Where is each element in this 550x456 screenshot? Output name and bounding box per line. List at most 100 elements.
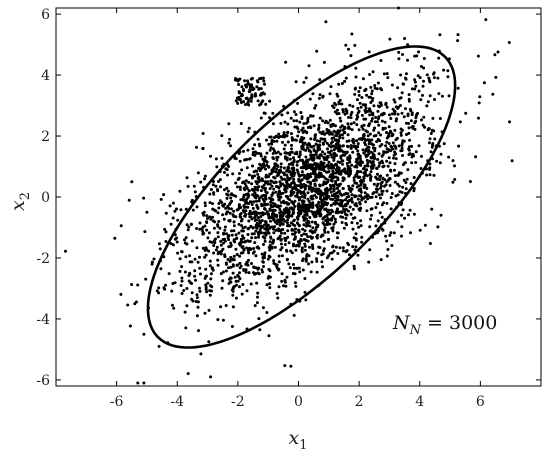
data-point [304, 257, 308, 261]
data-point [175, 207, 178, 211]
data-point [318, 183, 322, 187]
data-point [287, 241, 291, 245]
data-point [212, 226, 216, 230]
data-point [349, 146, 353, 150]
data-point [274, 151, 278, 155]
data-point [238, 215, 242, 219]
data-point [259, 154, 263, 158]
data-point [373, 126, 377, 130]
data-point [325, 213, 329, 217]
data-point [296, 190, 300, 194]
data-point [347, 187, 351, 191]
data-point [264, 231, 268, 235]
data-point [285, 258, 289, 262]
data-point [209, 375, 213, 379]
data-point [190, 223, 193, 226]
data-point [311, 226, 315, 230]
annotation-subscript: N [409, 323, 422, 338]
data-point [227, 266, 230, 270]
data-point [280, 279, 284, 283]
data-point [477, 101, 481, 105]
data-point [406, 112, 410, 116]
data-point [221, 241, 225, 245]
data-point [357, 128, 361, 132]
data-point [302, 232, 306, 236]
data-point [306, 191, 310, 195]
data-point [164, 240, 168, 243]
data-point [248, 211, 252, 215]
data-point [318, 93, 322, 97]
data-point [348, 154, 352, 158]
data-point [327, 218, 331, 222]
data-point [396, 112, 400, 116]
data-point [270, 194, 274, 197]
data-point [394, 147, 398, 150]
data-point [379, 184, 383, 188]
data-point [370, 89, 374, 93]
data-point [327, 166, 331, 170]
data-point [431, 116, 435, 120]
data-point [405, 133, 408, 136]
data-point [401, 154, 404, 157]
data-point [336, 141, 340, 145]
data-point [359, 181, 363, 185]
data-point [261, 235, 265, 239]
x-axis-label: x1 [289, 427, 308, 453]
data-point [392, 231, 396, 235]
data-point [268, 148, 272, 152]
data-point [392, 153, 396, 157]
data-point [250, 262, 253, 265]
data-point [225, 196, 229, 200]
data-point [252, 247, 255, 250]
data-point [476, 54, 480, 58]
data-point [327, 160, 331, 164]
data-point [265, 210, 269, 214]
data-point [245, 186, 249, 190]
data-point [478, 95, 482, 99]
data-point [403, 37, 407, 40]
data-point [296, 207, 300, 211]
data-point [413, 54, 417, 58]
data-point [377, 123, 381, 127]
data-point [208, 293, 212, 297]
data-point [344, 43, 348, 47]
data-point [306, 120, 310, 124]
data-point [332, 152, 336, 156]
data-point [299, 111, 303, 114]
data-point [385, 159, 389, 163]
data-point [265, 191, 269, 195]
data-point [432, 72, 435, 76]
data-point [259, 221, 263, 224]
data-point [457, 144, 461, 148]
data-point [227, 122, 231, 126]
data-point [321, 141, 325, 145]
data-point [302, 80, 306, 84]
data-point [195, 314, 199, 318]
data-point [393, 150, 397, 154]
data-point [242, 186, 246, 190]
data-point [428, 242, 432, 245]
data-point [315, 49, 319, 53]
data-point [446, 75, 450, 79]
data-point [363, 164, 367, 168]
data-point [263, 155, 267, 159]
data-point [186, 372, 190, 376]
data-point [230, 199, 234, 203]
data-point [260, 231, 263, 235]
data-point [216, 211, 220, 215]
data-point [378, 161, 382, 165]
data-point [302, 238, 306, 241]
data-point [439, 213, 443, 217]
data-point [317, 187, 321, 191]
data-point [325, 203, 329, 207]
data-point [370, 119, 374, 123]
data-point [144, 277, 148, 281]
data-point [422, 79, 425, 83]
data-point [152, 257, 156, 261]
data-point [136, 283, 140, 287]
data-point [280, 231, 283, 235]
data-point [130, 180, 134, 184]
data-point [354, 160, 358, 164]
data-point [440, 94, 444, 98]
